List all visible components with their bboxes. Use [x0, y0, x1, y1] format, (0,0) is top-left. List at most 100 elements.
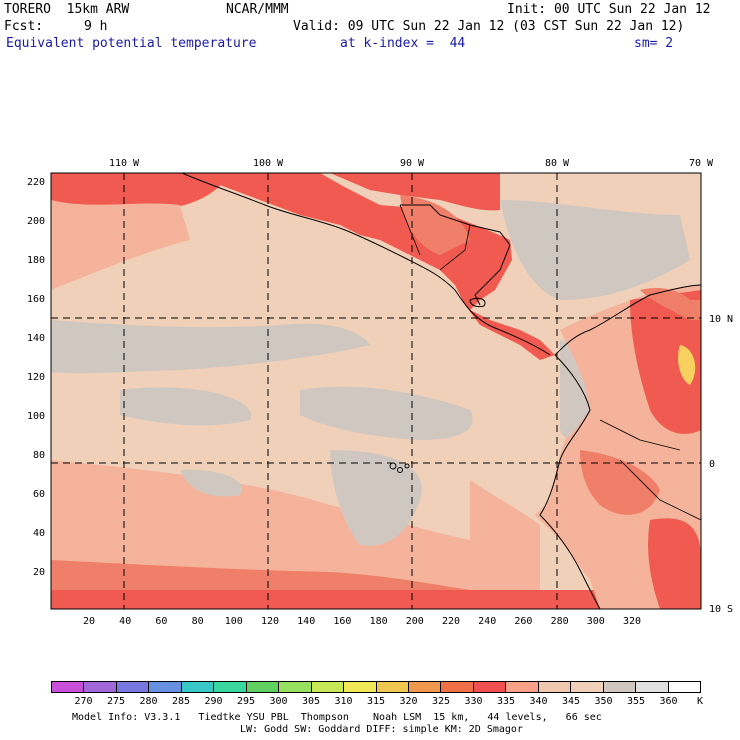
left-tick-label: 40	[33, 528, 45, 539]
valid-time: Valid: 09 UTC Sun 22 Jan 12 (03 CST Sun …	[293, 19, 685, 34]
graticule	[51, 173, 701, 609]
model-name: TORERO 15km ARW	[4, 2, 130, 17]
top-tick-label: 100 W	[253, 158, 284, 169]
land-colombia-venezuela-hot	[630, 290, 701, 434]
warm-band-southeast	[470, 480, 540, 609]
colorbar-swatch	[407, 682, 441, 692]
land-central-america	[175, 173, 555, 360]
smoothing-info: sm= 2	[634, 36, 674, 51]
bottom-tick-label: 200	[406, 616, 424, 627]
colorbar-label: 360	[659, 696, 678, 707]
colorbar-swatch	[52, 682, 84, 692]
colorbar-swatch	[115, 682, 149, 692]
colorbar-swatch	[213, 682, 246, 692]
hotspot-venezuela	[678, 345, 696, 385]
colorbar-swatch	[505, 682, 538, 692]
colorbar-swatch	[148, 682, 181, 692]
bottom-tick-label: 280	[551, 616, 569, 627]
colorbar-label: 355	[626, 696, 646, 707]
colorbar-unit: K	[696, 696, 704, 707]
left-tick-label: 220	[27, 177, 45, 188]
colorbar-swatch	[83, 682, 116, 692]
footer-physics-info: LW: Godd SW: Goddard DIFF: simple KM: 2D…	[240, 724, 523, 735]
init-time: Init: 00 UTC Sun 22 Jan 12	[507, 2, 711, 17]
colorbar-swatch	[472, 682, 506, 692]
level-info: at k-index = 44	[340, 36, 466, 51]
left-tick-label: 20	[33, 567, 45, 578]
colorbar-swatch	[602, 682, 636, 692]
forecast-label: Fcst:	[4, 19, 44, 34]
lake-nicaragua	[469, 297, 486, 308]
colorbar-swatch	[667, 682, 701, 692]
cool-patch-caribbean	[500, 200, 690, 300]
bottom-tick-label: 120	[261, 616, 279, 627]
colorbar-label: 325	[431, 696, 451, 707]
colorbar-swatch	[310, 682, 344, 692]
colorbar-label: 330	[464, 696, 483, 707]
colorbar-swatch	[245, 682, 279, 692]
colorbar-swatch	[570, 682, 603, 692]
colorbar-label: 295	[236, 696, 256, 707]
bottom-tick-label: 180	[370, 616, 388, 627]
colorbar-label: 350	[594, 696, 613, 707]
warm-band-edge	[51, 590, 600, 609]
top-tick-label: 90 W	[400, 158, 425, 169]
country-borders	[399, 204, 701, 521]
map-field	[51, 173, 701, 609]
right-tick-label: 10 S	[709, 604, 733, 615]
footer-model-info: Model Info: V3.3.1 Tiedtke YSU PBL Thomp…	[72, 712, 602, 723]
land-mexico	[330, 173, 500, 211]
field-name: Equivalent potential temperature	[6, 36, 257, 51]
bottom-tick-label: 320	[623, 616, 641, 627]
coastline-pacific-central-america	[181, 173, 551, 356]
land-ecuador-hot	[580, 450, 660, 515]
colorbar-swatch	[278, 682, 311, 692]
top-tick-label: 110 W	[109, 158, 140, 169]
left-tick-label: 100	[27, 411, 45, 422]
bottom-tick-label: 300	[587, 616, 605, 627]
cool-patch-south	[330, 450, 422, 546]
colorbar-label: 335	[496, 696, 516, 707]
coastline-north-colombia	[554, 284, 701, 356]
left-tick-label: 60	[33, 489, 45, 500]
colorbar-label: 320	[399, 696, 418, 707]
bottom-tick-label: 40	[119, 616, 131, 627]
bottom-tick-label: 220	[442, 616, 460, 627]
colorbar-label: 305	[301, 696, 321, 707]
colorbar	[51, 681, 701, 693]
warm-northwest	[51, 173, 230, 260]
colorbar-label: 275	[106, 696, 126, 707]
top-tick-label: 80 W	[545, 158, 570, 169]
colorbar-label: 345	[561, 696, 581, 707]
right-tick-label: 10 N	[709, 314, 733, 325]
bottom-tick-label: 140	[297, 616, 315, 627]
colorbar-label: 315	[366, 696, 386, 707]
left-tick-label: 160	[27, 294, 45, 305]
left-tick-label: 140	[27, 333, 45, 344]
cool-patch-east	[300, 386, 473, 440]
map-frame	[50, 172, 702, 610]
colorbar-label: 270	[74, 696, 93, 707]
land-caribbean-coast	[640, 288, 701, 320]
bottom-tick-label: 60	[155, 616, 167, 627]
warm-northwest-fringe	[51, 200, 190, 290]
colorbar-label: 290	[204, 696, 223, 707]
galapagos-island-c	[404, 463, 410, 469]
coastline-caribbean-central-america	[400, 204, 511, 306]
institution: NCAR/MMM	[226, 2, 289, 17]
left-tick-label: 200	[27, 216, 45, 227]
galapagos-island-b	[397, 467, 403, 473]
colorbar-swatch	[180, 682, 214, 692]
cool-patch-west	[51, 320, 370, 374]
bottom-tick-label: 160	[333, 616, 351, 627]
colorbar-swatch	[343, 682, 376, 692]
colorbar-label: 310	[334, 696, 353, 707]
colorbar-swatch	[537, 682, 571, 692]
coastline-pacific-south-america	[539, 354, 601, 609]
colorbar-label: 300	[269, 696, 288, 707]
right-tick-label: 0	[709, 459, 715, 470]
colorbar-label: 285	[171, 696, 191, 707]
bottom-tick-label: 100	[225, 616, 243, 627]
forecast-hour: 9 h	[84, 19, 108, 34]
